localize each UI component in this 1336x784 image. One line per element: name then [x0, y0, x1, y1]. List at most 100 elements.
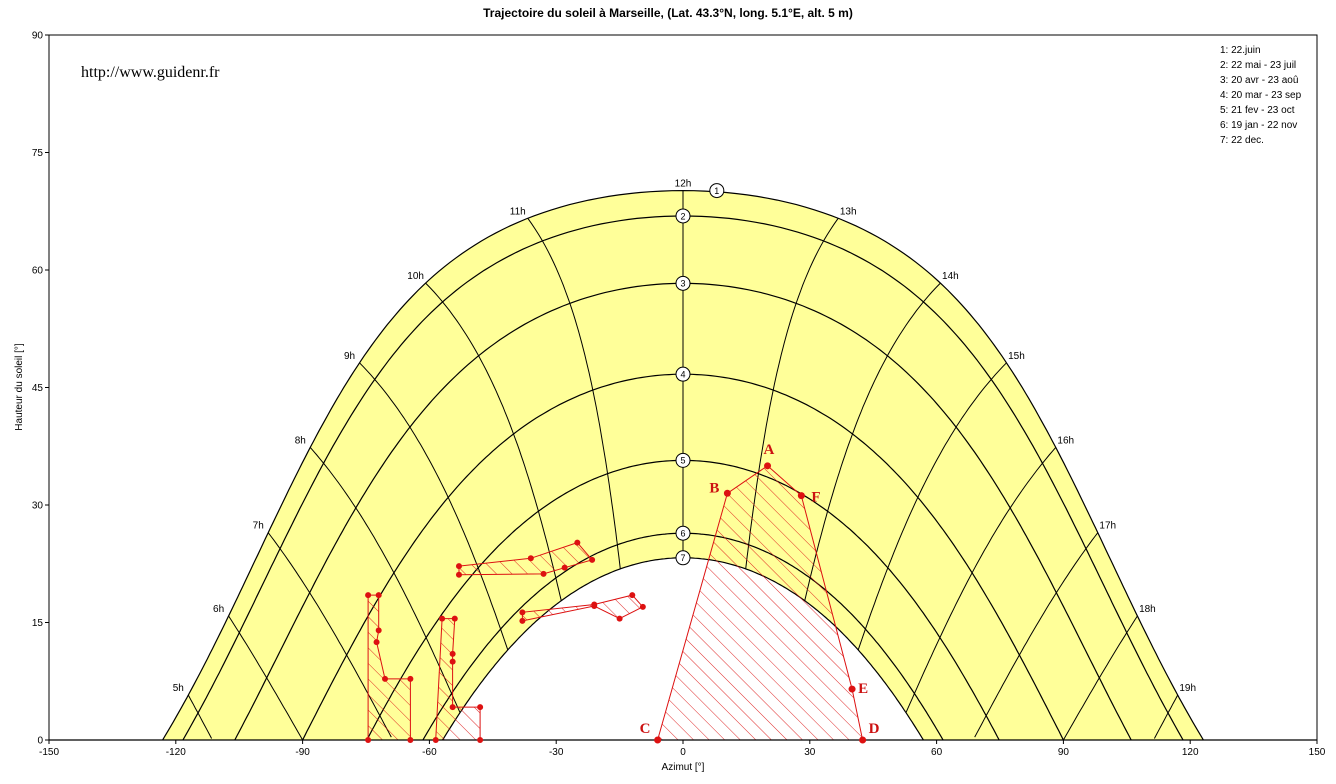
- legend: 1: 22.juin 2: 22 mai - 23 juil 3: 20 avr -…: [1220, 45, 1302, 146]
- mask-point-dot: [764, 462, 772, 470]
- curve-number: 4: [680, 369, 685, 379]
- curve-number: 7: [680, 553, 685, 563]
- mask-vertex: [455, 571, 462, 578]
- mask-vertex: [477, 737, 484, 743]
- legend-entry: 4: 20 mar - 23 sep: [1220, 90, 1302, 101]
- x-tick-label: -120: [166, 747, 186, 758]
- x-tick-label: 150: [1309, 747, 1326, 758]
- curve-number-circle: [675, 452, 691, 468]
- hour-label: 9h: [344, 351, 355, 362]
- watermark-url: http://www.guidenr.fr: [81, 64, 220, 81]
- mask-point-dot: [654, 736, 662, 744]
- mask-vertex: [373, 639, 380, 646]
- chart-title: Trajectoire du soleil à Marseille, (Lat.…: [483, 6, 853, 20]
- mask-vertex: [519, 609, 526, 616]
- mask-point-dot: [848, 685, 856, 693]
- x-tick-label: -60: [422, 747, 437, 758]
- mask-point-label: F: [811, 490, 820, 506]
- hour-label: 16h: [1057, 435, 1074, 446]
- hour-label: 5h: [173, 683, 184, 694]
- hour-label: 13h: [840, 206, 857, 217]
- y-tick-label: 30: [32, 501, 44, 512]
- obstacle-masks: [367, 465, 864, 740]
- hour-label: 7h: [253, 521, 264, 532]
- hour-label: 11h: [510, 206, 526, 217]
- hour-line: [974, 532, 1099, 738]
- mask-vertex: [477, 704, 484, 711]
- hour-label: 17h: [1099, 521, 1116, 532]
- hour-label: 10h: [407, 271, 424, 282]
- curve-number-circle: [675, 550, 691, 566]
- x-tick-label: -30: [549, 747, 564, 758]
- hour-label: 6h: [213, 604, 224, 615]
- mask-vertex: [449, 650, 456, 657]
- y-tick-label: 90: [32, 31, 44, 42]
- curve-number-circle: [675, 366, 691, 382]
- mask-vertex: [375, 627, 382, 634]
- hour-line: [187, 694, 213, 739]
- y-tick-label: 0: [37, 736, 43, 747]
- x-tick-label: -90: [295, 747, 310, 758]
- hour-line: [1153, 694, 1179, 739]
- mask-vertex: [375, 592, 382, 599]
- mask-vertex: [561, 564, 568, 571]
- curve-number: 6: [680, 529, 685, 539]
- day-curve: [162, 189, 1204, 740]
- mask-vertex: [439, 615, 446, 622]
- mask-building-2: [521, 594, 644, 622]
- x-tick-label: 120: [1182, 747, 1199, 758]
- mask-vertex: [589, 556, 596, 563]
- mask-vertex: [365, 592, 372, 599]
- x-axis-label: Azimut [°]: [662, 762, 705, 773]
- mask-vertex: [407, 737, 414, 743]
- mask-vertex: [574, 539, 581, 546]
- hour-label: 19h: [1179, 683, 1196, 694]
- mask-vertex: [365, 737, 372, 743]
- legend-entry: 7: 22 dec.: [1220, 135, 1264, 146]
- hour-label: 8h: [295, 435, 306, 446]
- y-axis-label: Hauteur du soleil [°]: [14, 343, 25, 431]
- mask-vertex: [432, 737, 439, 743]
- mask-point-label: C: [640, 721, 651, 737]
- legend-entry: 3: 20 avr - 23 aoû: [1220, 75, 1298, 86]
- hour-label: 14h: [942, 271, 959, 282]
- mask-point-dot: [723, 489, 731, 497]
- mask-vertex: [616, 615, 623, 622]
- mask-vertex: [455, 563, 462, 570]
- mask-point-label: E: [858, 681, 868, 697]
- mask-building-1: [458, 542, 593, 576]
- curve-number-circle: [709, 183, 725, 199]
- mask-point-label: B: [709, 480, 719, 496]
- x-tick-label: 60: [931, 747, 943, 758]
- legend-entry: 6: 19 jan - 22 nov: [1220, 120, 1297, 131]
- curve-number: 1: [714, 186, 719, 196]
- curve-number-circle: [675, 208, 691, 224]
- x-tick-label: 90: [1058, 747, 1070, 758]
- mask-vertex: [382, 675, 389, 682]
- mask-points: A B F C D E: [365, 442, 880, 744]
- y-tick-label: 75: [32, 148, 44, 159]
- y-tick-label: 45: [32, 383, 44, 394]
- curve-number-markers: 1 2 3 4 5 6 7: [675, 183, 725, 566]
- mask-point-label: D: [869, 721, 880, 737]
- x-tick-label: -150: [39, 747, 59, 758]
- curve-number: 3: [680, 279, 685, 289]
- mask-vertex: [451, 615, 458, 622]
- curve-number: 5: [680, 456, 685, 466]
- y-axis: 0 15 30 45 60 75 90: [32, 31, 49, 747]
- curve-number-circle: [675, 275, 691, 291]
- hour-label: 15h: [1008, 351, 1025, 362]
- mask-point-dot: [859, 736, 867, 744]
- legend-entry: 2: 22 mai - 23 juil: [1220, 60, 1296, 71]
- hour-label: 18h: [1139, 604, 1156, 615]
- mask-vertex: [449, 658, 456, 665]
- mask-vertex: [629, 592, 636, 599]
- y-tick-label: 60: [32, 266, 44, 277]
- mask-vertex: [407, 675, 414, 682]
- mask-vertex: [449, 704, 456, 711]
- curve-number: 2: [680, 211, 685, 221]
- mask-vertex: [639, 603, 646, 610]
- mask-point-label: A: [764, 442, 775, 458]
- hour-labels: 5h 6h 7h 8h 9h 10h 11h 12h 13h 14h 15h 16h 17h 18h 19h: [173, 179, 1196, 694]
